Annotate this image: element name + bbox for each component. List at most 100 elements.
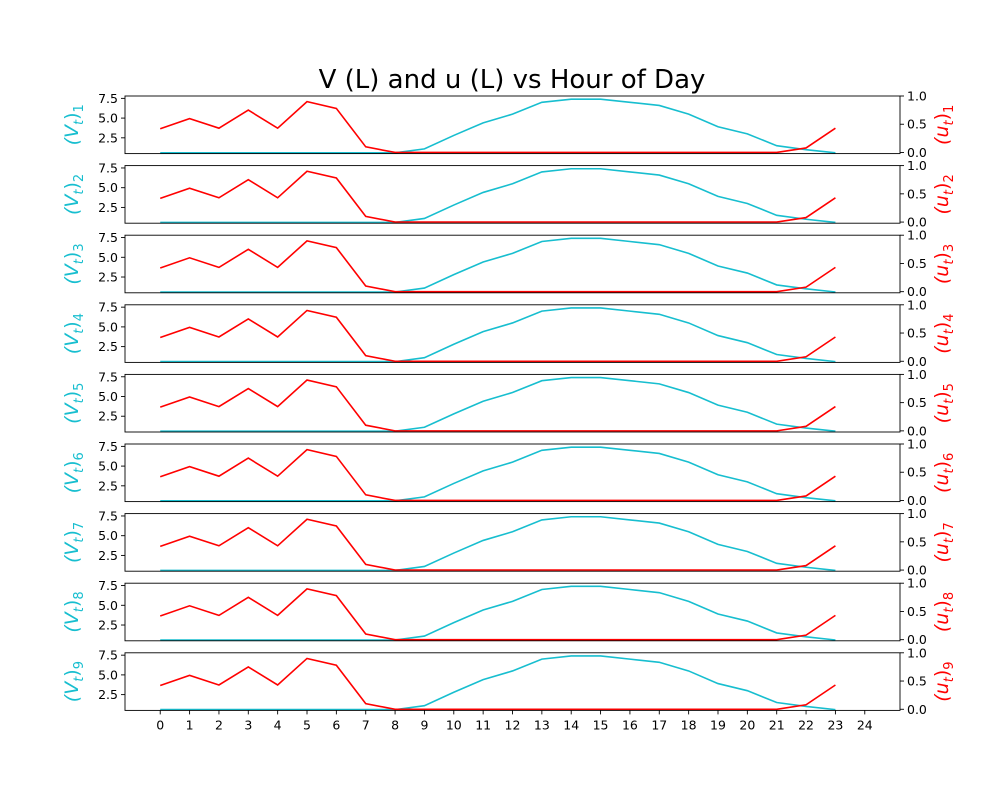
subplot-1: 2.5 5.0 7.5 0.0 0.5 1.0 (Vt)1 (ut)1 <box>61 89 957 160</box>
series-line-v <box>160 237 836 293</box>
x-tick-label: 0 <box>156 717 164 732</box>
series-line-u <box>159 309 836 363</box>
right-tick-label: 0.0 <box>907 354 927 369</box>
left-tick-label: 5.0 <box>98 389 118 404</box>
left-tick-label: 7.5 <box>98 230 118 245</box>
left-axis-label: (Vt)6 <box>61 452 87 493</box>
right-axis-label: (ut)1 <box>931 105 957 145</box>
right-tick-label: 0.0 <box>907 423 927 438</box>
left-tick-label: 7.5 <box>98 648 118 663</box>
subplot-frame <box>124 582 901 642</box>
left-tick-label: 5.0 <box>98 250 118 265</box>
x-tick-label: 17 <box>651 717 667 732</box>
left-tick-label: 5.0 <box>98 528 118 543</box>
left-tick-label: 7.5 <box>98 369 118 384</box>
x-tick-label: 16 <box>622 717 638 732</box>
right-tick-label: 0.0 <box>907 632 927 647</box>
series-line-u <box>159 379 836 432</box>
right-axis-label: (ut)7 <box>931 522 957 562</box>
left-tick-label: 2.5 <box>98 409 118 424</box>
series-line-v <box>160 585 836 641</box>
right-tick-label: 1.0 <box>907 89 927 104</box>
right-tick-label: 0.0 <box>907 145 927 160</box>
left-tick-label: 7.5 <box>98 160 118 175</box>
x-tick-label: 3 <box>244 717 252 732</box>
x-tick-label: 21 <box>769 717 785 732</box>
left-tick-label: 5.0 <box>98 667 118 682</box>
right-axis-label: (ut)5 <box>931 383 957 423</box>
subplot-8: 2.5 5.0 7.5 0.0 0.5 1.0 (Vt)8 (ut)8 <box>61 576 957 647</box>
right-axis-label: (ut)2 <box>931 174 957 214</box>
x-tick-label: 6 <box>332 717 340 732</box>
left-tick-label: 2.5 <box>98 478 118 493</box>
series-line-u <box>159 587 836 641</box>
series-line-v <box>160 98 836 154</box>
left-tick-label: 2.5 <box>98 618 118 633</box>
x-tick-label: 23 <box>827 717 843 732</box>
subplot-7: 2.5 5.0 7.5 0.0 0.5 1.0 (Vt)7 (ut)7 <box>61 506 957 577</box>
left-axis-label: (Vt)7 <box>61 522 87 563</box>
right-tick-label: 1.0 <box>907 367 927 382</box>
right-tick-label: 1.0 <box>907 297 927 312</box>
series-line-u <box>159 518 836 571</box>
x-tick-label: 8 <box>391 717 399 732</box>
right-axis-label: (ut)9 <box>931 661 957 701</box>
left-axis-label: (Vt)5 <box>61 383 87 424</box>
right-axis-label: (ut)8 <box>931 592 957 632</box>
x-tick-label: 2 <box>215 717 223 732</box>
left-tick-label: 2.5 <box>98 270 118 285</box>
left-tick-label: 7.5 <box>98 508 118 523</box>
right-tick-label: 1.0 <box>907 645 927 660</box>
x-tick-label: 19 <box>710 717 726 732</box>
right-tick-label: 0.5 <box>907 604 927 619</box>
left-tick-label: 7.5 <box>98 578 118 593</box>
subplot-frame <box>124 165 901 224</box>
series-line-v <box>160 515 836 572</box>
left-tick-label: 2.5 <box>98 339 118 354</box>
x-tick-label: 4 <box>274 717 282 732</box>
series-line-u <box>159 448 836 502</box>
x-tick-label: 12 <box>505 717 521 732</box>
x-axis: 0 1 2 3 4 5 6 7 8 9 10 11 12 13 14 15 16 17 18 19 20 21 22 23 24 <box>156 710 873 732</box>
left-axis-label: (Vt)9 <box>61 661 87 702</box>
left-tick-label: 5.0 <box>98 598 118 613</box>
subplot-4: 2.5 5.0 7.5 0.0 0.5 1.0 (Vt)4 (ut)4 <box>61 297 957 368</box>
right-tick-label: 0.5 <box>907 674 927 689</box>
series-line-u <box>159 170 836 223</box>
right-tick-label: 0.5 <box>907 256 927 271</box>
left-tick-label: 5.0 <box>98 319 118 334</box>
right-tick-label: 0.0 <box>907 563 927 578</box>
left-tick-label: 7.5 <box>98 91 118 106</box>
right-tick-label: 0.5 <box>907 117 927 132</box>
left-tick-label: 7.5 <box>98 439 118 454</box>
left-tick-label: 5.0 <box>98 180 118 195</box>
series-line-u <box>159 100 836 154</box>
chart-title: V (L) and u (L) vs Hour of Day <box>319 65 706 95</box>
series-line-v <box>160 307 836 363</box>
right-axis-label: (ut)6 <box>931 453 957 493</box>
left-tick-label: 2.5 <box>98 200 118 215</box>
right-tick-label: 1.0 <box>907 437 927 452</box>
left-axis-label: (Vt)1 <box>61 104 87 145</box>
x-tick-label: 5 <box>303 717 311 732</box>
subplot-9: 2.5 5.0 7.5 0.0 0.5 1.0 (Vt)9 (ut)9 <box>61 645 957 716</box>
subplot-2: 2.5 5.0 7.5 0.0 0.5 1.0 (Vt)2 (ut)2 <box>61 158 957 229</box>
subplot-frame <box>124 443 901 503</box>
subplot-frame <box>124 234 901 294</box>
series-line-v <box>160 376 836 433</box>
series-line-u <box>159 657 836 711</box>
series-line-u <box>159 239 836 293</box>
x-tick-label: 11 <box>475 717 491 732</box>
right-tick-label: 0.5 <box>907 395 927 410</box>
right-tick-label: 0.0 <box>907 702 927 717</box>
x-tick-label: 18 <box>681 717 697 732</box>
right-tick-label: 1.0 <box>907 158 927 173</box>
x-tick-label: 15 <box>593 717 609 732</box>
subplot-frame <box>124 373 901 433</box>
x-tick-label: 24 <box>857 717 873 732</box>
x-tick-label: 20 <box>739 717 755 732</box>
left-tick-label: 5.0 <box>98 459 118 474</box>
right-tick-label: 1.0 <box>907 228 927 243</box>
left-tick-label: 2.5 <box>98 130 118 145</box>
